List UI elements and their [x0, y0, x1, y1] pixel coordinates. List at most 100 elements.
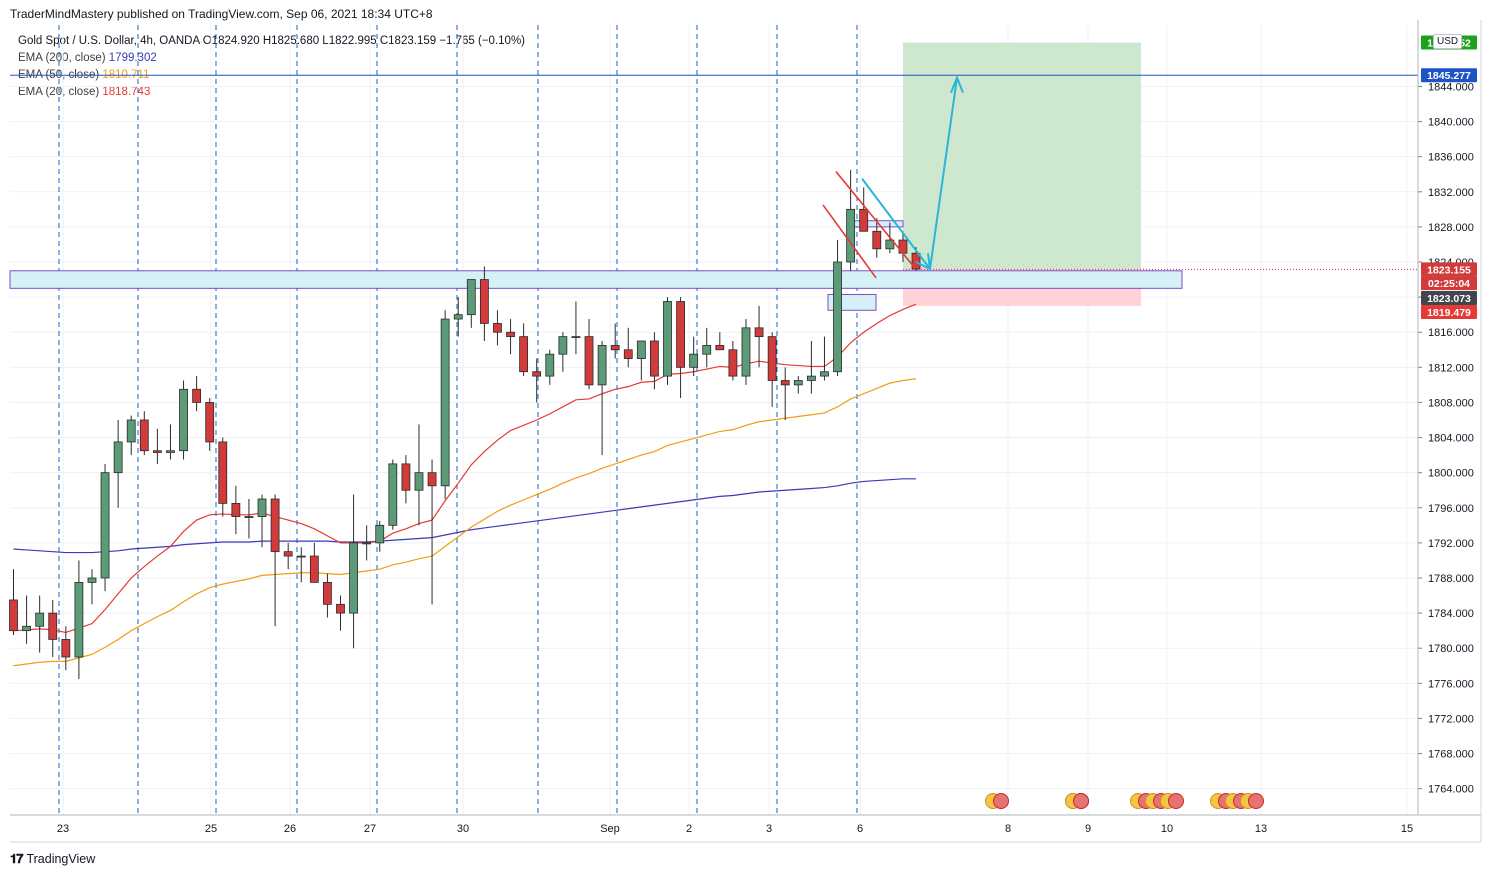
- x-tick-label: 10: [1161, 823, 1173, 835]
- event-flag-icon[interactable]: [985, 793, 1009, 809]
- economic-events[interactable]: [985, 793, 1264, 809]
- candle-body: [911, 252, 921, 270]
- candle-body: [676, 301, 685, 368]
- event-flag-icon[interactable]: [1065, 793, 1089, 809]
- y-tick-label: 1776.000: [1428, 678, 1474, 690]
- price-label-3: 1823.073: [1427, 293, 1471, 305]
- candle-body: [126, 419, 136, 443]
- candle-body: [571, 336, 581, 339]
- candle-body: [87, 577, 97, 583]
- projection-arrow-dip: [915, 253, 932, 271]
- candle-body: [296, 555, 306, 558]
- y-tick-label: 1800.000: [1428, 468, 1474, 480]
- ohlc-values: O1824.920 H1825.680 L1822.995 C1823.159 …: [202, 35, 525, 47]
- axes: 1844.000 1840.000 1836.000 1832.000 1828.000…: [10, 20, 1482, 843]
- drawings: [822, 74, 964, 279]
- y-tick-label: 1796.000: [1428, 503, 1474, 515]
- candle-body: [519, 336, 529, 373]
- x-tick-label: 25: [205, 823, 217, 835]
- candlesticks: [9, 169, 921, 679]
- ema50-line: [13, 378, 917, 667]
- candle-body: [74, 581, 84, 658]
- ema-lines: [13, 303, 917, 667]
- ema200-line: [13, 478, 917, 554]
- candle-body: [767, 336, 777, 381]
- candle-body: [610, 344, 620, 351]
- event-flag-icon[interactable]: [1240, 793, 1264, 809]
- y-tick-label: 1840.000: [1428, 117, 1474, 129]
- candle-body: [479, 279, 489, 324]
- y-tick-label: 1836.000: [1428, 152, 1474, 164]
- x-tick-label: 3: [766, 823, 772, 835]
- y-tick-label: 1808.000: [1428, 397, 1474, 409]
- candle-body: [663, 301, 672, 377]
- candle-body: [741, 327, 751, 377]
- candle-body: [9, 599, 18, 632]
- legend-ema200-row[interactable]: EMA (200, close) 1799.302: [18, 50, 525, 67]
- candle-body: [427, 472, 437, 487]
- candle-body: [22, 625, 31, 632]
- y-tick-label: 1844.000: [1428, 81, 1474, 93]
- candle-body: [453, 314, 463, 320]
- candle-body: [833, 261, 842, 373]
- grid-lines: [10, 25, 1418, 815]
- candle-body: [113, 441, 123, 474]
- y-tick-label: 1788.000: [1428, 573, 1474, 585]
- candle-body: [362, 542, 372, 545]
- publisher-header: TraderMindMastery published on TradingVi…: [10, 7, 433, 21]
- candle-body: [780, 380, 790, 386]
- candle-body: [205, 402, 215, 443]
- tradingview-footer[interactable]: 𝟏𝟕 TradingView: [10, 851, 95, 867]
- event-us-flag-icon: [1168, 793, 1184, 809]
- x-tick-label: 13: [1255, 823, 1267, 835]
- x-tick-label: 30: [457, 823, 469, 835]
- candle-body: [139, 419, 149, 452]
- candle-body: [152, 450, 162, 453]
- candle-body: [898, 239, 908, 254]
- candle-body: [636, 340, 646, 359]
- x-tick-label: 23: [57, 823, 69, 835]
- event-us-flag-icon: [993, 793, 1009, 809]
- event-flag-icon[interactable]: [1160, 793, 1184, 809]
- candle-body: [506, 331, 515, 338]
- candle-body: [689, 353, 699, 368]
- candle-body: [466, 279, 476, 316]
- x-tick-label: 27: [364, 823, 376, 835]
- candle-body: [754, 327, 764, 338]
- ema200-value: 1799.302: [108, 52, 157, 64]
- candle-body: [820, 371, 829, 377]
- candle-body: [257, 498, 267, 517]
- candle-body: [192, 388, 202, 403]
- y-tick-label: 1780.000: [1428, 643, 1474, 655]
- candle-body: [728, 349, 738, 377]
- x-tick-label: Sep: [600, 823, 620, 835]
- x-tick-label: 15: [1401, 823, 1413, 835]
- candle-body: [309, 555, 319, 583]
- candle-body: [545, 353, 555, 377]
- currency-label[interactable]: USD: [1433, 34, 1463, 49]
- candle-body: [35, 612, 45, 627]
- event-us-flag-icon: [1248, 793, 1264, 809]
- candle-body: [885, 239, 895, 250]
- candle-body: [401, 463, 411, 491]
- candle-body: [48, 612, 58, 640]
- trade-zones: [9, 42, 1418, 311]
- y-tick-label: 1784.000: [1428, 608, 1474, 620]
- price-label-1-bg: [1421, 262, 1477, 277]
- x-tick-label: 8: [1005, 823, 1011, 835]
- price-label-2: 02:25:04: [1428, 278, 1470, 290]
- session-separators: [58, 25, 858, 815]
- y-tick-label: 1804.000: [1428, 433, 1474, 445]
- candle-body: [584, 336, 594, 386]
- x-tick-label: 6: [857, 823, 863, 835]
- wedge-lower-line: [822, 204, 877, 279]
- x-tick-label: 2: [686, 823, 692, 835]
- projection-arrow-head: [950, 74, 964, 93]
- candle-body: [806, 375, 816, 381]
- candle-body: [702, 344, 712, 355]
- y-tick-label: 1828.000: [1428, 222, 1474, 234]
- candle-body: [846, 208, 856, 263]
- ema20-line: [13, 303, 917, 634]
- candle-body: [336, 603, 345, 614]
